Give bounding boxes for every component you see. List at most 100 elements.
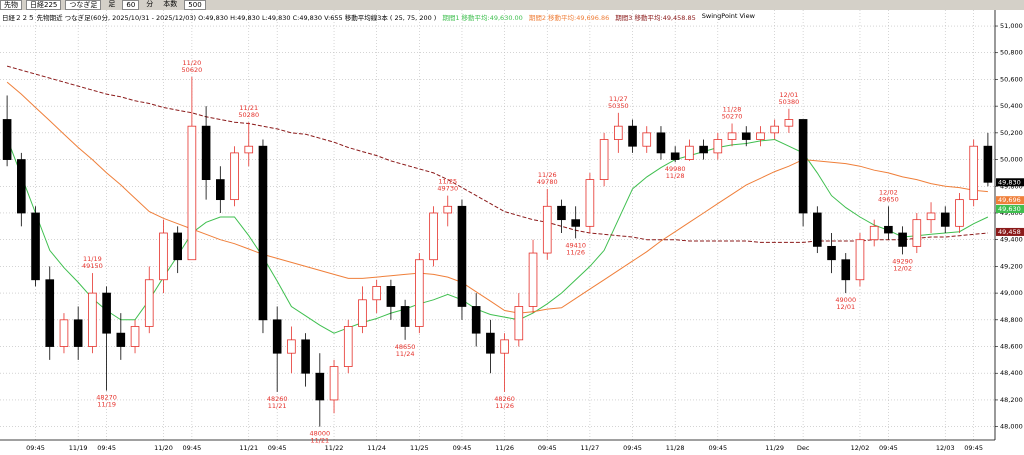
candle-body <box>955 199 964 227</box>
candle-body <box>88 292 97 347</box>
x-tick-label: 09:45 <box>26 444 45 452</box>
swing-price: 50620 <box>182 66 203 74</box>
candle-body <box>287 339 296 354</box>
swing-date: 11/26 <box>538 171 557 179</box>
view-label: SwingPoint View <box>701 12 755 20</box>
x-tick-label: 09:45 <box>97 444 116 452</box>
candle-body <box>969 145 978 201</box>
candle-body <box>699 145 708 154</box>
candle-body <box>116 332 126 347</box>
candle-body <box>628 125 637 147</box>
legend: 期間1 移動平均:49,630.00 期間2 移動平均:49,696.86 期間3 … <box>442 12 695 22</box>
ma-tag <box>996 227 1024 236</box>
y-tick-label: 48,000 <box>1000 423 1023 431</box>
swing-date: 12/01 <box>780 91 799 99</box>
x-tick-label: 11/21 <box>239 444 258 452</box>
y-tick-label: 49,400 <box>1000 236 1023 244</box>
swing-date: 11/21 <box>310 437 329 445</box>
x-tick-label: 12/03 <box>936 444 955 452</box>
y-tick-label: 49,000 <box>1000 289 1023 297</box>
mode-select[interactable]: つなぎ足 <box>65 0 102 10</box>
candle-body <box>656 132 666 154</box>
candle-body <box>514 306 524 341</box>
candle-body <box>841 259 851 281</box>
chart-title: 日経２２５ 先物期近 つなぎ足(60分, 2025/10/31 - 2025/1… <box>2 14 437 22</box>
candle-body <box>500 339 509 354</box>
y-tick-label: 48,200 <box>1000 396 1023 404</box>
candle-body <box>130 326 140 347</box>
candle-body <box>940 212 950 227</box>
count-label: 本数 <box>163 0 178 8</box>
y-tick-label: 48,600 <box>1000 343 1023 351</box>
unit-label: 分 <box>146 0 154 8</box>
candle-body <box>400 306 410 327</box>
swing-date: 11/19 <box>97 401 116 409</box>
x-tick-label: Dec <box>797 444 810 452</box>
swing-date: 11/26 <box>495 402 514 410</box>
candle-body <box>599 139 609 180</box>
count-input[interactable]: 500 <box>184 0 206 10</box>
candle-body <box>685 145 694 160</box>
y-tick-label: 51,000 <box>1000 22 1023 30</box>
y-tick-label: 50,000 <box>1000 156 1023 164</box>
ma-line <box>6 81 988 314</box>
candle-body <box>784 119 794 127</box>
candle-body <box>813 212 822 247</box>
market-select[interactable]: 先物 <box>0 0 22 10</box>
x-tick-label: 12/02 <box>851 444 870 452</box>
y-tick-label: 49,200 <box>1000 262 1023 270</box>
x-tick-label: 09:45 <box>183 444 202 452</box>
swing-price: 49150 <box>82 262 103 270</box>
last-price-tag <box>996 178 1024 187</box>
candle-body <box>542 205 552 254</box>
candle-body <box>614 125 623 140</box>
x-tick-label: 11/24 <box>367 444 386 452</box>
legend-entry: 期間1 移動平均:49,630.00 <box>442 14 523 22</box>
candle-body <box>770 125 779 134</box>
swing-date: 12/01 <box>836 303 855 311</box>
bar-label: 足 <box>108 0 116 8</box>
swing-date: 12/02 <box>893 264 912 272</box>
x-tick-label: 11/27 <box>581 444 600 452</box>
x-tick-label: 11/20 <box>154 444 173 452</box>
swing-price: 49730 <box>437 185 458 193</box>
candle-body <box>230 152 239 201</box>
x-tick-label: 11/19 <box>69 444 88 452</box>
x-tick-label: 09:45 <box>268 444 287 452</box>
legend-entry: 期間2 移動平均:49,696.86 <box>528 14 610 22</box>
candle-body <box>59 319 69 347</box>
x-tick-label: 09:45 <box>708 444 727 452</box>
candle-body <box>17 159 26 214</box>
symbol-select[interactable]: 日経225 <box>26 0 62 10</box>
x-tick-label: 11/22 <box>325 444 344 452</box>
swing-date: 11/21 <box>268 402 287 410</box>
ma-tag <box>996 204 1024 213</box>
candle-body <box>144 279 154 327</box>
candle-body <box>884 225 893 234</box>
candle-body <box>926 212 936 221</box>
candle-body <box>216 179 225 201</box>
swing-price: 49650 <box>878 195 899 203</box>
candle-body <box>642 132 652 147</box>
swing-date: 11/28 <box>723 106 742 114</box>
candle-body <box>372 286 381 301</box>
candle-body <box>301 339 310 374</box>
candle-body <box>173 232 182 261</box>
swing-price: 49980 <box>665 165 686 173</box>
swing-date: 11/28 <box>666 172 685 180</box>
x-tick-label: 09:45 <box>964 444 983 452</box>
y-tick-label: 49,800 <box>1000 182 1023 190</box>
candle-body <box>201 125 211 180</box>
candle-body <box>329 366 339 401</box>
candle-body <box>45 279 55 347</box>
candle-body <box>571 219 580 227</box>
candle-body <box>798 119 808 214</box>
swing-date: 11/21 <box>239 104 258 112</box>
interval-input[interactable]: 60 <box>122 0 140 10</box>
candle-body <box>486 332 495 354</box>
x-tick-label: 09:45 <box>879 444 898 452</box>
candle-body <box>2 119 12 160</box>
candle-body <box>102 292 111 334</box>
